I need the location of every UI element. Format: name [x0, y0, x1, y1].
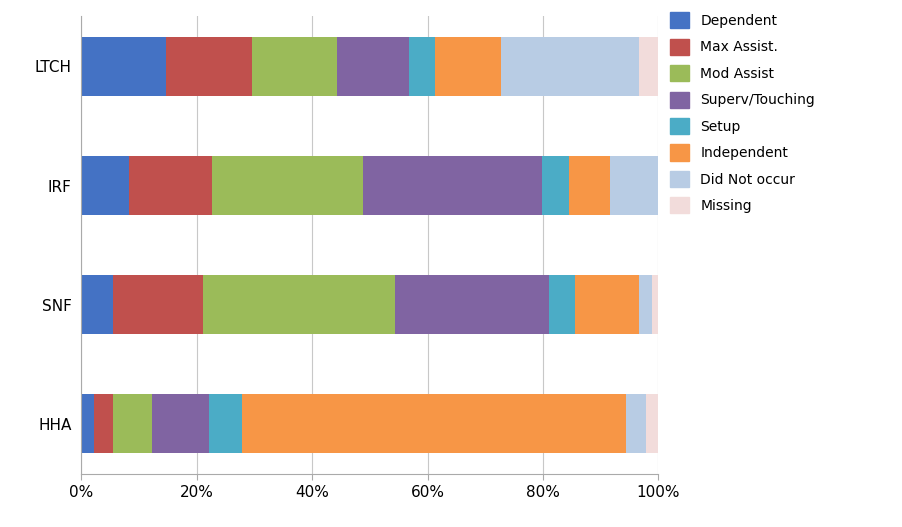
- Bar: [81, 37, 167, 96]
- Bar: [129, 156, 212, 216]
- Bar: [114, 394, 152, 453]
- Bar: [549, 275, 575, 334]
- Bar: [209, 394, 242, 453]
- Bar: [569, 156, 611, 216]
- Bar: [639, 37, 658, 96]
- Bar: [652, 275, 658, 334]
- Bar: [436, 37, 501, 96]
- Bar: [541, 156, 569, 216]
- Bar: [337, 37, 410, 96]
- Bar: [410, 37, 436, 96]
- Bar: [152, 394, 209, 453]
- Bar: [252, 37, 337, 96]
- Bar: [212, 156, 363, 216]
- Bar: [94, 394, 114, 453]
- Bar: [363, 156, 541, 216]
- Bar: [501, 37, 639, 96]
- Bar: [81, 156, 129, 216]
- Bar: [81, 394, 94, 453]
- Bar: [114, 275, 203, 334]
- Bar: [640, 275, 652, 334]
- Bar: [611, 156, 658, 216]
- Bar: [167, 37, 252, 96]
- Bar: [242, 394, 626, 453]
- Bar: [203, 275, 395, 334]
- Bar: [395, 275, 549, 334]
- Bar: [646, 394, 658, 453]
- Bar: [81, 275, 114, 334]
- Legend: Dependent, Max Assist., Mod Assist, Superv/Touching, Setup, Independent, Did Not: Dependent, Max Assist., Mod Assist, Supe…: [664, 7, 821, 219]
- Bar: [575, 275, 640, 334]
- Bar: [626, 394, 646, 453]
